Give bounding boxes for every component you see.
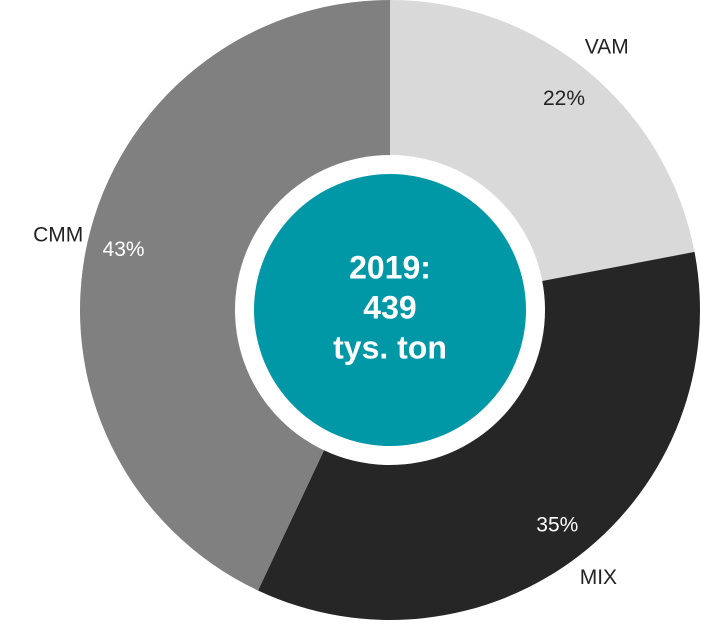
center-disc — [254, 174, 526, 446]
value-label: 43% — [103, 238, 145, 261]
center-text: tys. ton — [333, 329, 447, 365]
center-text: 2019: — [349, 249, 431, 285]
value-label: 35% — [536, 513, 578, 536]
category-label: CMM — [33, 223, 83, 246]
value-label: 22% — [543, 87, 585, 110]
center-text: 439 — [363, 289, 416, 325]
category-label: MIX — [580, 566, 617, 589]
category-label: VAM — [585, 36, 629, 59]
